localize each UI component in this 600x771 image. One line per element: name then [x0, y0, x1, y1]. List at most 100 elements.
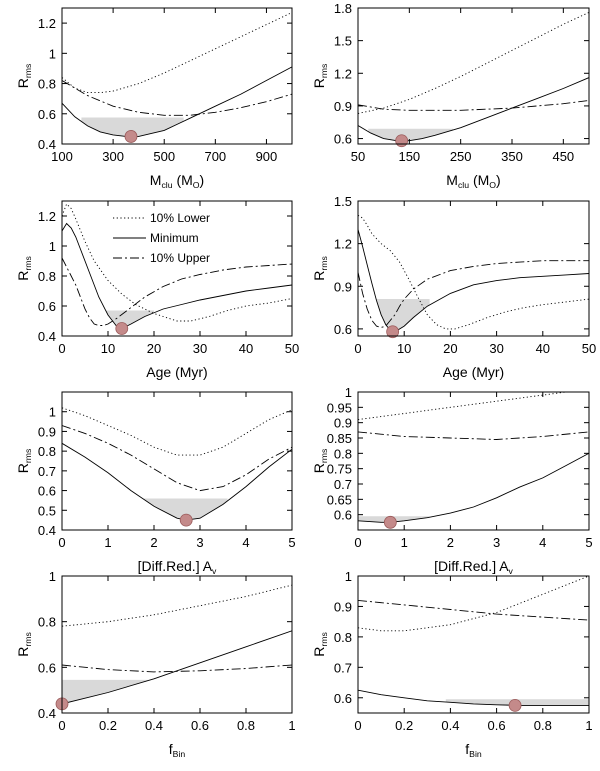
x-tick-label: 900: [256, 149, 278, 164]
x-tick-label: 2: [447, 535, 454, 550]
x-tick-label: 1: [401, 535, 408, 550]
y-tick-label: 0.8: [38, 77, 56, 92]
x-tick-label: 50: [351, 149, 365, 164]
y-tick-label: 0.7: [334, 477, 352, 492]
y-tick-label: 1.2: [38, 209, 56, 224]
series-line-solid: [358, 689, 589, 706]
x-axis-label: [Diff.Red.] Av: [138, 558, 217, 576]
series-line-dashed: [62, 257, 292, 326]
series-line-dashed: [358, 599, 589, 621]
x-tick-label: 0.8: [237, 718, 255, 733]
x-tick-label: 5: [288, 535, 295, 550]
y-tick-label: 0.5: [38, 503, 56, 518]
x-axis-label: Mclu (MO): [446, 172, 500, 190]
x-axis-label: Age (Myr): [443, 364, 504, 380]
y-tick-label: 0.9: [334, 416, 352, 431]
y-tick-label: 1: [49, 569, 56, 584]
series-line-solid: [358, 229, 589, 333]
axes-frame: [357, 7, 590, 145]
x-axis-label: [Diff.Red.] Av: [434, 558, 513, 576]
series-line-solid: [358, 77, 589, 142]
panel-5: 0 1 2 3 4 5 0.4 0.5 0.6 0.7 0.8 0.9 1 [Diff.Red.] Av R…: [15, 391, 296, 576]
best-fit-marker: [115, 322, 129, 335]
panel-8: 0 0.2 0.4 0.6 0.8 1 0.6 0.7 0.8 0.9 1 fBin Rrms: [311, 569, 593, 759]
x-tick-label: 300: [102, 149, 124, 164]
y-tick-label: 0.4: [38, 137, 56, 152]
x-tick-label: 0: [354, 341, 361, 356]
x-tick-label: 1: [585, 718, 592, 733]
x-tick-label: 4: [539, 535, 546, 550]
series-line-dotted: [358, 392, 570, 421]
y-tick-label: 1.5: [334, 34, 352, 49]
y-tick-label: 0.8: [334, 446, 352, 461]
axes-frame: [61, 7, 293, 145]
axes-frame: [61, 391, 293, 531]
y-tick-label: 0.8: [38, 615, 56, 630]
series-line-dashed: [358, 431, 589, 440]
axes-frame: [357, 200, 590, 337]
y-axis-label: Rrms: [311, 256, 329, 281]
y-tick-label: 0.85: [327, 431, 352, 446]
x-tick-label: 40: [536, 341, 550, 356]
y-tick-label: 0.6: [334, 322, 352, 337]
panel-7: 0 0.2 0.4 0.6 0.8 1 0.4 0.6 0.8 1 fBin Rrms: [15, 569, 296, 759]
best-fit-marker: [386, 325, 400, 339]
y-tick-label: 1.2: [38, 16, 56, 31]
panel-6: 0 1 2 3 4 50.60.650.70.750.80.850.90.951[Diff…: [311, 385, 593, 576]
series-line-dashed: [358, 260, 589, 328]
x-tick-label: 50: [582, 341, 596, 356]
y-tick-label: 0.6: [334, 691, 352, 706]
y-tick-label: 0.4: [38, 329, 56, 344]
legend-label-minimum: Minimum: [150, 231, 199, 245]
y-axis-label: Rrms: [15, 632, 33, 657]
y-tick-label: 0.6: [38, 107, 56, 122]
y-axis-label: Rrms: [311, 448, 329, 473]
y-tick-label: 0.8: [38, 444, 56, 459]
y-tick-label: 1: [345, 569, 352, 584]
y-tick-label: 0.6: [334, 132, 352, 147]
panel-1: 100 300 500 700 900 0.4 0.6 0.8 1 1.2 Mclu (MO) Rrm…: [15, 7, 293, 190]
x-tick-label: 20: [147, 341, 161, 356]
y-tick-label: 1.2: [334, 66, 352, 81]
x-tick-label: 0: [58, 718, 65, 733]
x-tick-label: 500: [153, 149, 175, 164]
y-tick-label: 0.7: [334, 660, 352, 675]
y-tick-label: 0.9: [334, 279, 352, 294]
x-tick-label: 100: [51, 149, 73, 164]
x-axis-label: fBin: [465, 741, 482, 759]
panel-3: 0 10 20 30 40 50 0.4 0.6 0.8 1 1.2 Age (Myr) Rrms: [15, 200, 299, 380]
x-tick-label: 0.6: [488, 718, 506, 733]
y-tick-label: 0.4: [38, 706, 56, 721]
x-tick-label: 0: [58, 341, 65, 356]
axes-frame: [61, 200, 293, 337]
y-axis-label: Rrms: [15, 448, 33, 473]
y-tick-label: 1: [345, 385, 352, 400]
x-tick-label: 0.4: [441, 718, 459, 733]
x-tick-label: 2: [150, 535, 157, 550]
y-axis-label: Rrms: [311, 632, 329, 657]
x-tick-label: 3: [196, 535, 203, 550]
best-fit-marker: [124, 130, 138, 143]
shaded-region: [376, 299, 430, 332]
x-tick-label: 20: [443, 341, 457, 356]
best-fit-marker: [383, 515, 397, 529]
y-tick-label: 1.8: [334, 1, 352, 16]
x-tick-label: 0: [58, 535, 65, 550]
best-fit-marker: [508, 698, 522, 712]
y-tick-label: 0.8: [334, 630, 352, 645]
y-tick-label: 1: [49, 46, 56, 61]
x-tick-label: 350: [501, 149, 523, 164]
x-axis-label: Age (Myr): [146, 364, 207, 380]
x-tick-label: 3: [493, 535, 500, 550]
best-fit-marker: [395, 134, 409, 148]
x-tick-label: 0.6: [191, 718, 209, 733]
x-tick-label: 450: [552, 149, 574, 164]
x-tick-label: 30: [489, 341, 503, 356]
shaded-region: [368, 128, 453, 141]
series-line-dashed: [62, 80, 292, 116]
y-tick-label: 1: [49, 239, 56, 254]
x-tick-label: 150: [398, 149, 420, 164]
y-tick-label: 0.4: [38, 523, 56, 538]
x-tick-label: 0.2: [99, 718, 117, 733]
